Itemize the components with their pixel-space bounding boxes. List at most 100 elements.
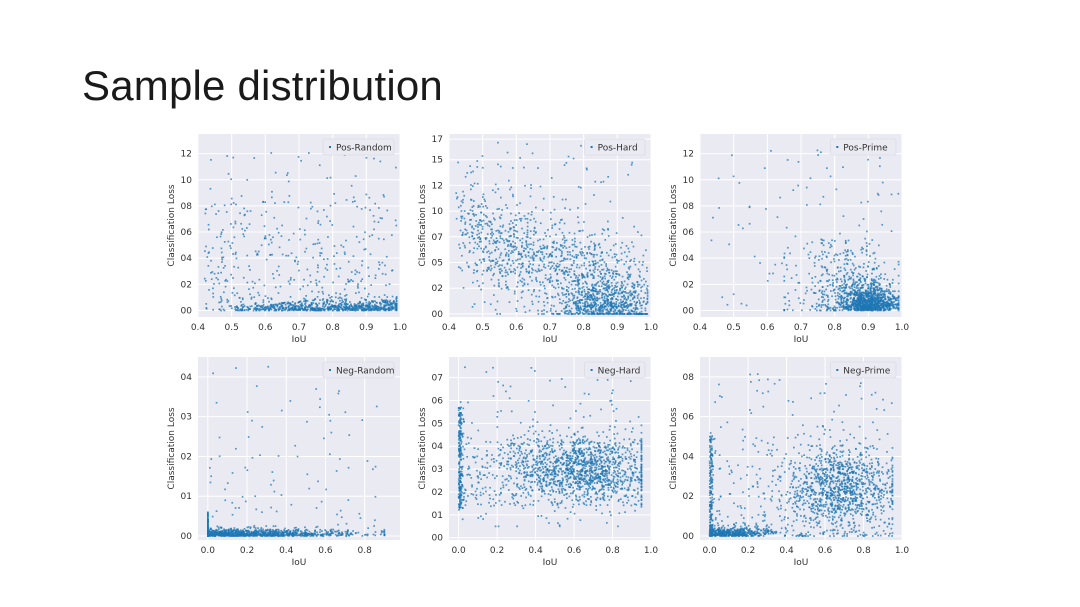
scatter-point [599,259,601,262]
scatter-point [856,285,858,288]
scatter-point [854,267,857,269]
scatter-point [599,270,601,273]
scatter-point [565,247,568,249]
scatter-point [496,260,499,263]
scatter-point [479,237,482,240]
scatter-point [880,210,883,213]
scatter-point [827,242,830,244]
scatter-point [348,305,350,308]
scatter-point [383,238,385,241]
scatter-point [544,232,546,234]
scatter-point [596,299,599,302]
scatter-point [392,307,395,310]
scatter-point [354,308,357,311]
scatter-point [316,242,319,245]
scatter-point [280,532,282,534]
scatter-point [865,290,868,292]
scatter-point [603,301,606,304]
scatter-point [854,304,856,307]
scatter-point [588,310,590,313]
scatter-point [494,263,497,266]
scatter-point [374,303,376,306]
scatter-point [473,182,476,185]
scatter-point [844,239,847,242]
scatter-point [519,157,521,159]
scatter-point [355,307,357,310]
scatter-point [535,295,538,298]
scatter-point [717,177,720,180]
scatter-point [355,306,357,309]
scatter-point [551,227,553,229]
scatter-point [878,294,881,296]
scatter-point [470,171,472,174]
scatter-point [302,309,305,312]
scatter-point [838,287,841,290]
scatter-point [308,306,311,308]
scatter-point [859,304,862,306]
scatter-point [329,533,332,536]
scatter-point [897,309,900,312]
scatter-point [362,309,365,311]
scatter-point [561,286,563,289]
scatter-point [297,206,300,209]
scatter-point [840,280,843,283]
scatter-point [287,301,289,304]
scatter-point [838,293,841,295]
scatter-point [772,272,774,275]
scatter-point [330,305,333,308]
scatter-point [521,281,523,283]
scatter-point [858,224,861,227]
scatter-point [280,529,282,532]
scatter-point [592,256,595,258]
scatter-point [578,266,581,269]
scatter-point [289,296,292,298]
scatter-point [249,293,251,296]
scatter-point [472,185,474,187]
scatter-point [638,274,641,277]
scatter-point [461,201,464,204]
scatter-point [278,308,281,311]
scatter-point [550,304,553,307]
scatter-point [367,266,370,269]
scatter-point [304,233,306,236]
scatter-point [225,211,228,213]
scatter-point [455,192,458,194]
scatter-point [505,204,507,206]
scatter-point [489,220,492,223]
scatter-point [506,262,509,264]
scatter-point [378,261,380,264]
scatter-point [858,299,860,301]
scatter-point [600,272,602,275]
scatter-point [820,296,823,298]
scatter-point [547,265,550,267]
scatter-point [246,179,249,181]
scatter-point [537,167,539,169]
scatter-point [552,313,555,315]
scatter-point [794,289,797,291]
scatter-point [874,279,877,282]
scatter-point [590,302,593,304]
scatter-point [753,255,756,258]
scatter-point [492,259,495,262]
scatter-point [792,189,795,191]
scatter-point [787,292,789,295]
scatter-point [870,305,873,307]
scatter-point [498,231,500,234]
scatter-point [272,273,274,275]
scatter-point [576,297,579,299]
scatter-point [836,294,839,297]
scatter-point [833,288,836,291]
legend-marker [329,146,331,148]
scatter-point [583,262,586,264]
scatter-point [610,300,613,303]
scatter-point [578,308,580,311]
scatter-point [297,301,300,304]
scatter-point [489,303,492,306]
scatter-point [501,238,504,240]
scatter-point [523,283,526,286]
scatter-point [840,295,842,297]
scatter-point [297,307,300,310]
scatter-point [521,277,524,280]
scatter-point [862,302,865,305]
scatter-point [829,246,831,249]
